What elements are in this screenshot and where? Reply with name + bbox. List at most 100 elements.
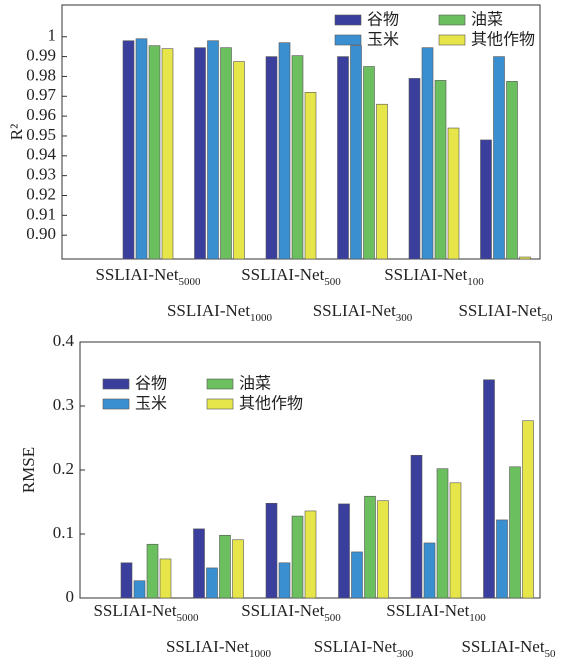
- bar: [483, 379, 495, 599]
- legend-swatch: [102, 378, 130, 390]
- bar: [408, 78, 421, 260]
- category-sub: 1000: [250, 312, 273, 324]
- category-base: SSLIAI-Net: [167, 301, 250, 320]
- bar: [265, 56, 278, 260]
- legend-label: 油菜: [239, 374, 271, 393]
- bar: [304, 510, 317, 599]
- legend-label: 其他作物: [471, 30, 535, 49]
- bar: [436, 468, 449, 599]
- bar: [159, 558, 172, 599]
- bar: [161, 48, 174, 260]
- bar: [506, 81, 518, 260]
- x-tick-label: SSLIAI-Net1000: [167, 301, 273, 324]
- y-axis-label: RMSE: [19, 447, 38, 493]
- category-sub: 1000: [249, 648, 272, 660]
- legend-swatch: [438, 14, 466, 26]
- chart: 00.10.20.30.4RMSESSLIAI-Net5000SSLIAI-Ne…: [19, 331, 556, 660]
- category-sub: 50: [545, 648, 557, 660]
- x-tick-label: SSLIAI-Net1000: [166, 637, 272, 660]
- bar: [363, 66, 375, 260]
- bar: [120, 562, 133, 599]
- y-tick-label: 0.98: [26, 65, 56, 84]
- bar: [122, 40, 135, 260]
- x-tick-label: SSLIAI-Net300: [314, 637, 414, 660]
- category-base: SSLIAI-Net: [93, 601, 176, 620]
- y-tick-label: 0.94: [26, 145, 56, 164]
- x-tick-label: SSLIAI-Net500: [241, 601, 341, 624]
- bar: [193, 528, 205, 599]
- bar: [265, 502, 278, 599]
- legend-swatch: [206, 398, 234, 410]
- x-tick-label: SSLIAI-Net300: [313, 301, 413, 324]
- category-sub: 5000: [177, 612, 200, 624]
- x-tick-label: SSLIAI-Net100: [386, 601, 486, 624]
- bar: [410, 454, 423, 599]
- bar: [480, 139, 492, 260]
- bar: [447, 127, 460, 260]
- category-base: SSLIAI-Net: [313, 301, 396, 320]
- bar: [194, 47, 206, 260]
- y-tick-label: 0.90: [26, 224, 56, 243]
- y-tick-label: 0.3: [53, 395, 74, 414]
- legend-label: 油菜: [471, 10, 503, 29]
- bar: [338, 503, 350, 599]
- category-sub: 300: [397, 648, 414, 660]
- bar: [449, 482, 462, 599]
- bar: [232, 539, 244, 599]
- category-base: SSLIAI-Net: [384, 265, 467, 284]
- y-tick-label: 0.2: [53, 459, 74, 478]
- bar: [220, 47, 232, 260]
- bar: [219, 534, 231, 599]
- legend-swatch: [102, 398, 130, 410]
- legend-label: 谷物: [135, 374, 167, 393]
- legend-swatch: [206, 378, 234, 390]
- legend-swatch: [334, 14, 362, 26]
- bar: [304, 92, 317, 260]
- y-tick-label: 0.99: [26, 46, 56, 65]
- legend-label: 玉米: [135, 394, 167, 413]
- bar: [496, 519, 508, 599]
- x-tick-label: SSLIAI-Net500: [241, 265, 341, 288]
- bar: [133, 580, 146, 599]
- bar: [519, 256, 531, 260]
- bar: [434, 80, 447, 260]
- category-sub: 300: [396, 312, 413, 324]
- category-base: SSLIAI-Net: [314, 637, 397, 656]
- y-tick-label: 0.92: [26, 184, 56, 203]
- category-base: SSLIAI-Net: [166, 637, 249, 656]
- bar: [207, 40, 219, 260]
- chart: 0.900.910.920.930.940.950.960.970.980.99…: [7, 4, 553, 324]
- bar: [351, 551, 363, 599]
- legend-label: 其他作物: [239, 394, 303, 413]
- y-tick-label: 0.4: [53, 331, 75, 350]
- bar: [337, 56, 349, 260]
- bar: [423, 542, 436, 599]
- bar: [291, 55, 304, 260]
- category-sub: 500: [324, 276, 341, 288]
- x-tick-label: SSLIAI-Net50: [458, 301, 553, 324]
- bar: [135, 38, 148, 260]
- category-sub: 100: [467, 276, 484, 288]
- legend-label: 谷物: [367, 10, 399, 29]
- x-tick-label: SSLIAI-Net5000: [95, 265, 201, 288]
- bar: [377, 500, 389, 599]
- legend-swatch: [438, 34, 466, 46]
- bar: [278, 42, 291, 260]
- category-sub: 5000: [179, 276, 202, 288]
- y-tick-label: 1: [48, 26, 57, 45]
- category-base: SSLIAI-Net: [241, 265, 324, 284]
- y-tick-label: 0.95: [26, 125, 56, 144]
- category-base: SSLIAI-Net: [95, 265, 178, 284]
- bar: [364, 495, 376, 599]
- bar: [233, 61, 245, 260]
- bar: [376, 103, 388, 260]
- category-base: SSLIAI-Net: [241, 601, 324, 620]
- y-tick-label: 0.1: [53, 523, 74, 542]
- category-sub: 500: [324, 612, 341, 624]
- bar: [509, 466, 521, 599]
- y-tick-label: 0.97: [26, 85, 56, 104]
- x-tick-label: SSLIAI-Net100: [384, 265, 484, 288]
- y-axis-label: R²: [7, 124, 26, 140]
- bar: [493, 56, 505, 260]
